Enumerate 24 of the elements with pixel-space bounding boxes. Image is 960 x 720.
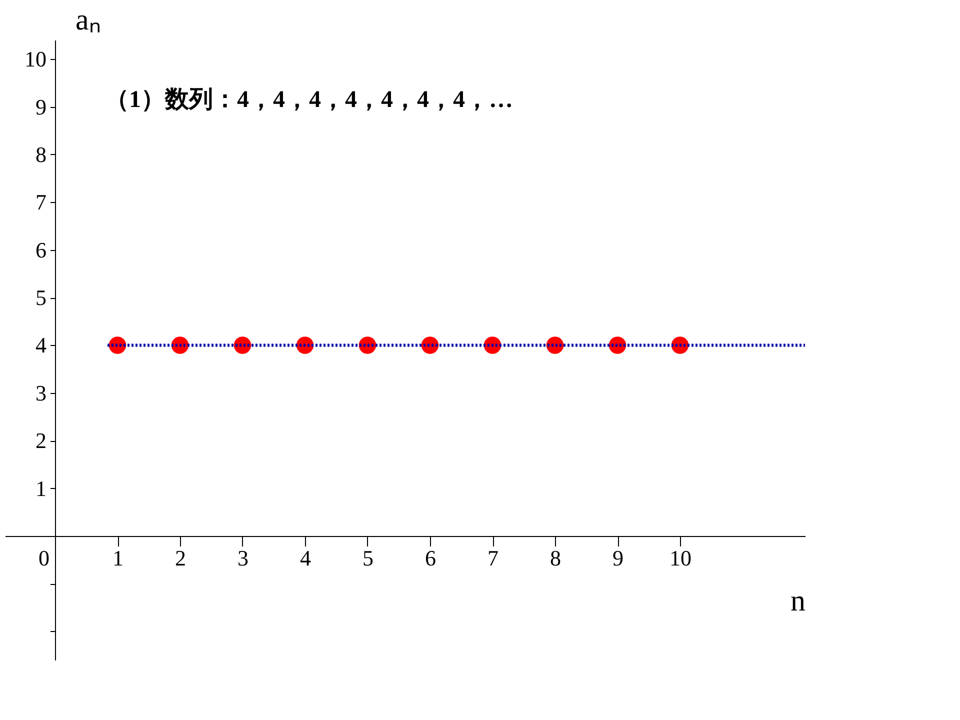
annotation: （1）数列：4，4，4，4，4，4，4，… — [105, 87, 513, 113]
y-tick-label: 3 — [36, 380, 46, 406]
x-tick-label: 8 — [550, 546, 561, 570]
x-tick-label: 1 — [112, 546, 124, 570]
x-tick-label: 3 — [238, 546, 248, 570]
y-tick-label: 9 — [36, 94, 46, 120]
y-tick-label: 7 — [36, 190, 46, 215]
y-axis-title: aₙ — [76, 4, 101, 36]
x-tick-label: 0 — [38, 546, 50, 570]
y-tick-label: 6 — [36, 237, 46, 262]
y-tick-label: 8 — [36, 142, 46, 167]
x-tick-label: 2 — [175, 546, 186, 570]
x-tick-label: 4 — [300, 546, 311, 570]
y-tick-label: 10 — [24, 46, 46, 72]
y-tick-label: 2 — [36, 428, 46, 454]
y-tick-label: 4 — [36, 332, 46, 358]
y-tick-label: 5 — [36, 285, 46, 310]
x-tick-label: 6 — [425, 546, 436, 570]
x-tick-label: 10 — [670, 546, 692, 570]
x-axis-title: n — [790, 584, 806, 618]
x-tick-label: 9 — [612, 546, 624, 570]
x-tick-label: 7 — [488, 546, 498, 570]
x-tick-label: 5 — [362, 546, 374, 570]
y-tick-label: 1 — [36, 476, 46, 501]
